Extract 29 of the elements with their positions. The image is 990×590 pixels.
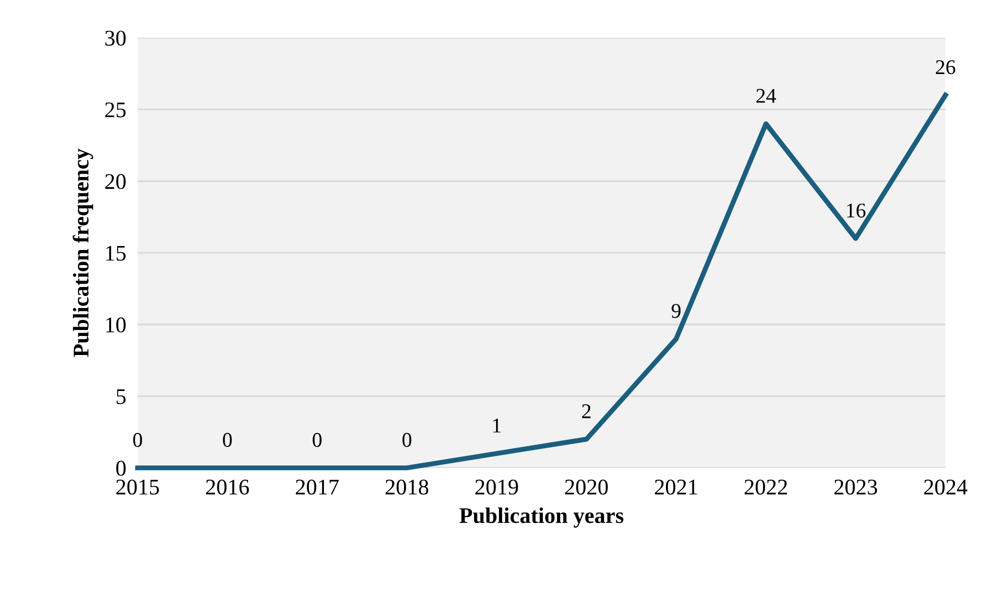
data-label: 1 [493,418,501,432]
data-label: 0 [222,432,232,447]
x-tick-label: 2017 [296,480,339,495]
y-axis-title: Publication frequency [72,148,94,357]
data-label: 26 [936,60,956,74]
x-tick-label: 2019 [475,480,518,495]
x-tick-label: 2024 [924,480,968,495]
data-label: 24 [756,88,776,103]
data-label: 0 [402,432,412,447]
x-tick-label: 2022 [744,480,787,495]
data-label: 16 [847,204,866,218]
x-tick-label: 2015 [116,480,159,495]
x-tick-label: 2023 [834,480,878,495]
x-axis-title: Publication years [460,507,624,528]
y-tick-label: 25 [105,102,126,118]
x-tick-label: 2021 [654,480,698,495]
x-tick-label: 2020 [565,480,608,495]
y-tick-label: 5 [116,389,126,404]
x-tick-label: 2016 [206,480,249,495]
data-label: 2 [582,404,590,418]
y-tick-label: 10 [106,317,126,332]
y-tick-label: 0 [116,460,126,476]
y-tick-label: 15 [106,246,126,261]
x-tick-label: 2018 [386,480,428,495]
y-tick-label: 20 [105,174,126,190]
data-label: 0 [133,432,142,447]
data-label: 9 [672,304,681,318]
data-label: 0 [312,432,322,447]
y-tick-label: 30 [105,30,126,46]
